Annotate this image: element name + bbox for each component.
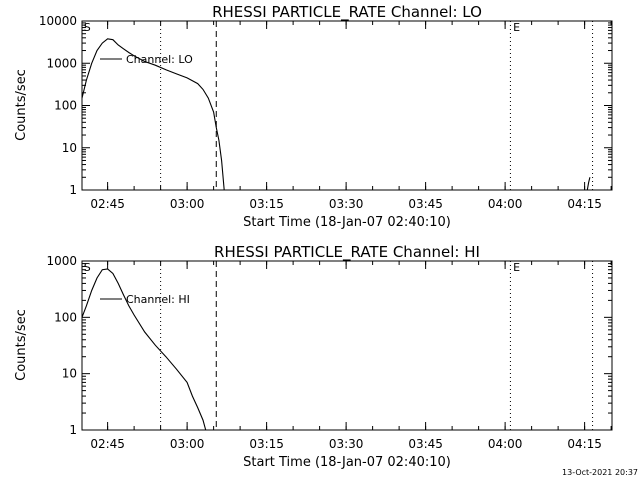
series-line [586, 177, 591, 191]
x-tick-label: 04:15 [567, 197, 602, 211]
legend-label: Channel: LO [126, 53, 193, 66]
y-axis-label: Counts/sec [14, 69, 29, 141]
marker-label: S [84, 21, 91, 34]
timestamp: 13-Oct-2021 20:37 [562, 468, 638, 477]
x-axis-label: Start Time (18-Jan-07 02:40:10) [243, 215, 451, 230]
series-line [81, 268, 207, 431]
legend-label: Channel: HI [126, 293, 190, 306]
y-tick-label: 100 [54, 310, 77, 324]
y-tick-label: 100 [54, 99, 77, 113]
y-tick-label: 1000 [46, 254, 77, 268]
x-tick-label: 03:00 [170, 437, 205, 451]
marker-label: S [84, 261, 91, 274]
plot-frame [81, 20, 613, 191]
y-tick-label: 10 [62, 141, 77, 155]
x-tick-label: 03:30 [329, 197, 364, 211]
x-tick-label: 03:15 [249, 437, 284, 451]
panel-hi-channel: RHESSI PARTICLE_RATE Channel: HI Start T… [14, 243, 613, 470]
x-axis-label: Start Time (18-Jan-07 02:40:10) [243, 455, 451, 470]
y-tick-label: 1000 [46, 56, 77, 70]
x-tick-label: 03:00 [170, 197, 205, 211]
x-tick-label: 02:45 [90, 197, 125, 211]
y-axis-label: Counts/sec [14, 309, 29, 381]
panel-lo-channel: RHESSI PARTICLE_RATE Channel: LO Start T… [14, 3, 613, 230]
y-tick-label: 1 [69, 183, 77, 197]
y-tick-label: 10 [62, 367, 77, 381]
chart-title: RHESSI PARTICLE_RATE Channel: LO [212, 3, 482, 22]
x-tick-label: 03:15 [249, 197, 284, 211]
x-tick-label: 03:45 [408, 437, 443, 451]
x-tick-label: 02:45 [90, 437, 125, 451]
series-line [81, 38, 225, 191]
marker-label: E [513, 261, 520, 274]
y-tick-label: 1 [69, 423, 77, 437]
x-tick-label: 04:00 [488, 197, 523, 211]
x-tick-label: 04:00 [488, 437, 523, 451]
x-tick-label: 03:45 [408, 197, 443, 211]
plot-frame [81, 260, 613, 431]
y-tick-label: 10000 [39, 14, 77, 28]
chart-title: RHESSI PARTICLE_RATE Channel: HI [214, 243, 480, 262]
x-tick-label: 03:30 [329, 437, 364, 451]
x-tick-label: 04:15 [567, 437, 602, 451]
marker-label: E [513, 21, 520, 34]
